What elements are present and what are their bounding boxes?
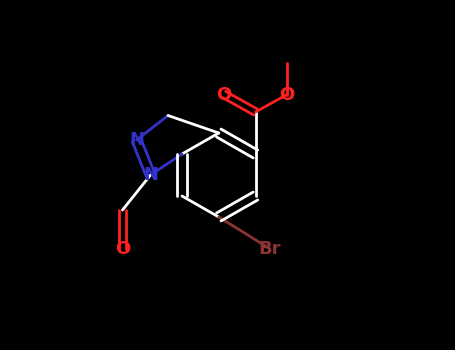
Text: N: N — [129, 131, 144, 149]
Text: O: O — [115, 239, 130, 258]
Text: Br: Br — [258, 239, 281, 258]
Text: N: N — [143, 166, 158, 184]
Text: O: O — [279, 85, 295, 104]
Text: O: O — [217, 85, 232, 104]
